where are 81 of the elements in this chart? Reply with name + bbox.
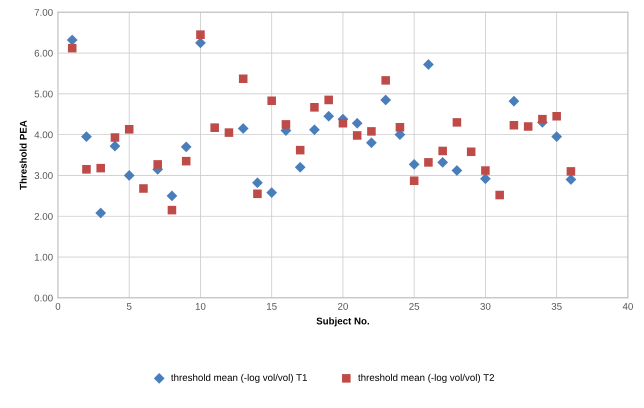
point bbox=[82, 165, 91, 174]
point bbox=[153, 160, 162, 169]
point bbox=[481, 166, 490, 175]
y-tick-label: 3.00 bbox=[34, 172, 53, 180]
point bbox=[408, 159, 420, 170]
point bbox=[66, 34, 78, 46]
x-tick-label: 10 bbox=[196, 302, 206, 310]
point bbox=[508, 96, 520, 107]
point bbox=[323, 110, 334, 122]
point bbox=[238, 123, 249, 134]
y-tick-label: 1.00 bbox=[34, 254, 53, 261]
point bbox=[168, 206, 176, 214]
x-tick-label: 40 bbox=[622, 302, 633, 310]
point bbox=[396, 123, 404, 132]
x-axis-title: Subject No. bbox=[316, 317, 369, 326]
x-tick-label: 0 bbox=[56, 302, 60, 310]
y-tick-label: 5.00 bbox=[34, 90, 53, 98]
y-tick-label: 7.00 bbox=[34, 8, 53, 16]
point bbox=[452, 118, 462, 127]
point bbox=[180, 142, 192, 152]
y-tick-label: 0.00 bbox=[34, 294, 53, 302]
point bbox=[367, 127, 376, 136]
legend-label: threshold mean (-log vol/vol) T1 bbox=[171, 374, 307, 383]
point bbox=[338, 118, 348, 128]
y-axis-title: Threshold PEA bbox=[20, 120, 27, 190]
point bbox=[253, 190, 262, 198]
x-tick-label: 35 bbox=[552, 302, 562, 310]
x-tick-label: 25 bbox=[409, 302, 420, 310]
point bbox=[224, 128, 234, 137]
point bbox=[538, 114, 547, 124]
point bbox=[182, 156, 190, 166]
point bbox=[466, 147, 476, 156]
y-tick-label: 2.00 bbox=[34, 212, 53, 220]
point bbox=[510, 120, 518, 130]
y-tick-label: 4.00 bbox=[34, 131, 53, 138]
y-tick-label: 6.00 bbox=[34, 50, 53, 57]
point bbox=[267, 96, 276, 106]
point bbox=[324, 96, 333, 104]
point bbox=[438, 146, 447, 156]
point bbox=[96, 164, 105, 172]
point bbox=[480, 173, 491, 184]
point bbox=[552, 112, 561, 121]
point bbox=[524, 122, 532, 131]
point bbox=[551, 131, 562, 142]
point bbox=[95, 208, 106, 218]
point bbox=[124, 125, 134, 134]
point bbox=[410, 176, 418, 186]
point bbox=[437, 157, 448, 168]
point bbox=[366, 137, 377, 148]
point bbox=[352, 131, 362, 140]
point bbox=[238, 74, 248, 84]
point bbox=[282, 120, 290, 129]
legend-label: threshold mean (-log vol/vol) T2 bbox=[358, 374, 494, 383]
point bbox=[196, 30, 205, 39]
point bbox=[266, 187, 278, 198]
point bbox=[124, 170, 135, 181]
point bbox=[310, 103, 319, 112]
x-tick-label: 15 bbox=[267, 303, 277, 310]
point bbox=[110, 133, 120, 142]
point bbox=[294, 162, 306, 173]
point bbox=[424, 158, 433, 167]
x-tick-label: 20 bbox=[338, 302, 348, 310]
point bbox=[296, 146, 304, 154]
point bbox=[309, 124, 320, 136]
point bbox=[566, 167, 576, 176]
point bbox=[566, 174, 576, 185]
point bbox=[423, 59, 434, 70]
point bbox=[495, 190, 504, 200]
point bbox=[452, 165, 462, 176]
x-tick-label: 5 bbox=[126, 303, 132, 310]
point bbox=[210, 123, 219, 132]
point bbox=[352, 118, 363, 129]
x-tick-label: 30 bbox=[480, 302, 490, 310]
point bbox=[381, 76, 390, 85]
point bbox=[252, 177, 263, 188]
point bbox=[81, 131, 92, 142]
point bbox=[110, 140, 120, 152]
point bbox=[139, 184, 148, 193]
point bbox=[166, 190, 178, 202]
point bbox=[380, 94, 392, 106]
point bbox=[68, 44, 76, 52]
